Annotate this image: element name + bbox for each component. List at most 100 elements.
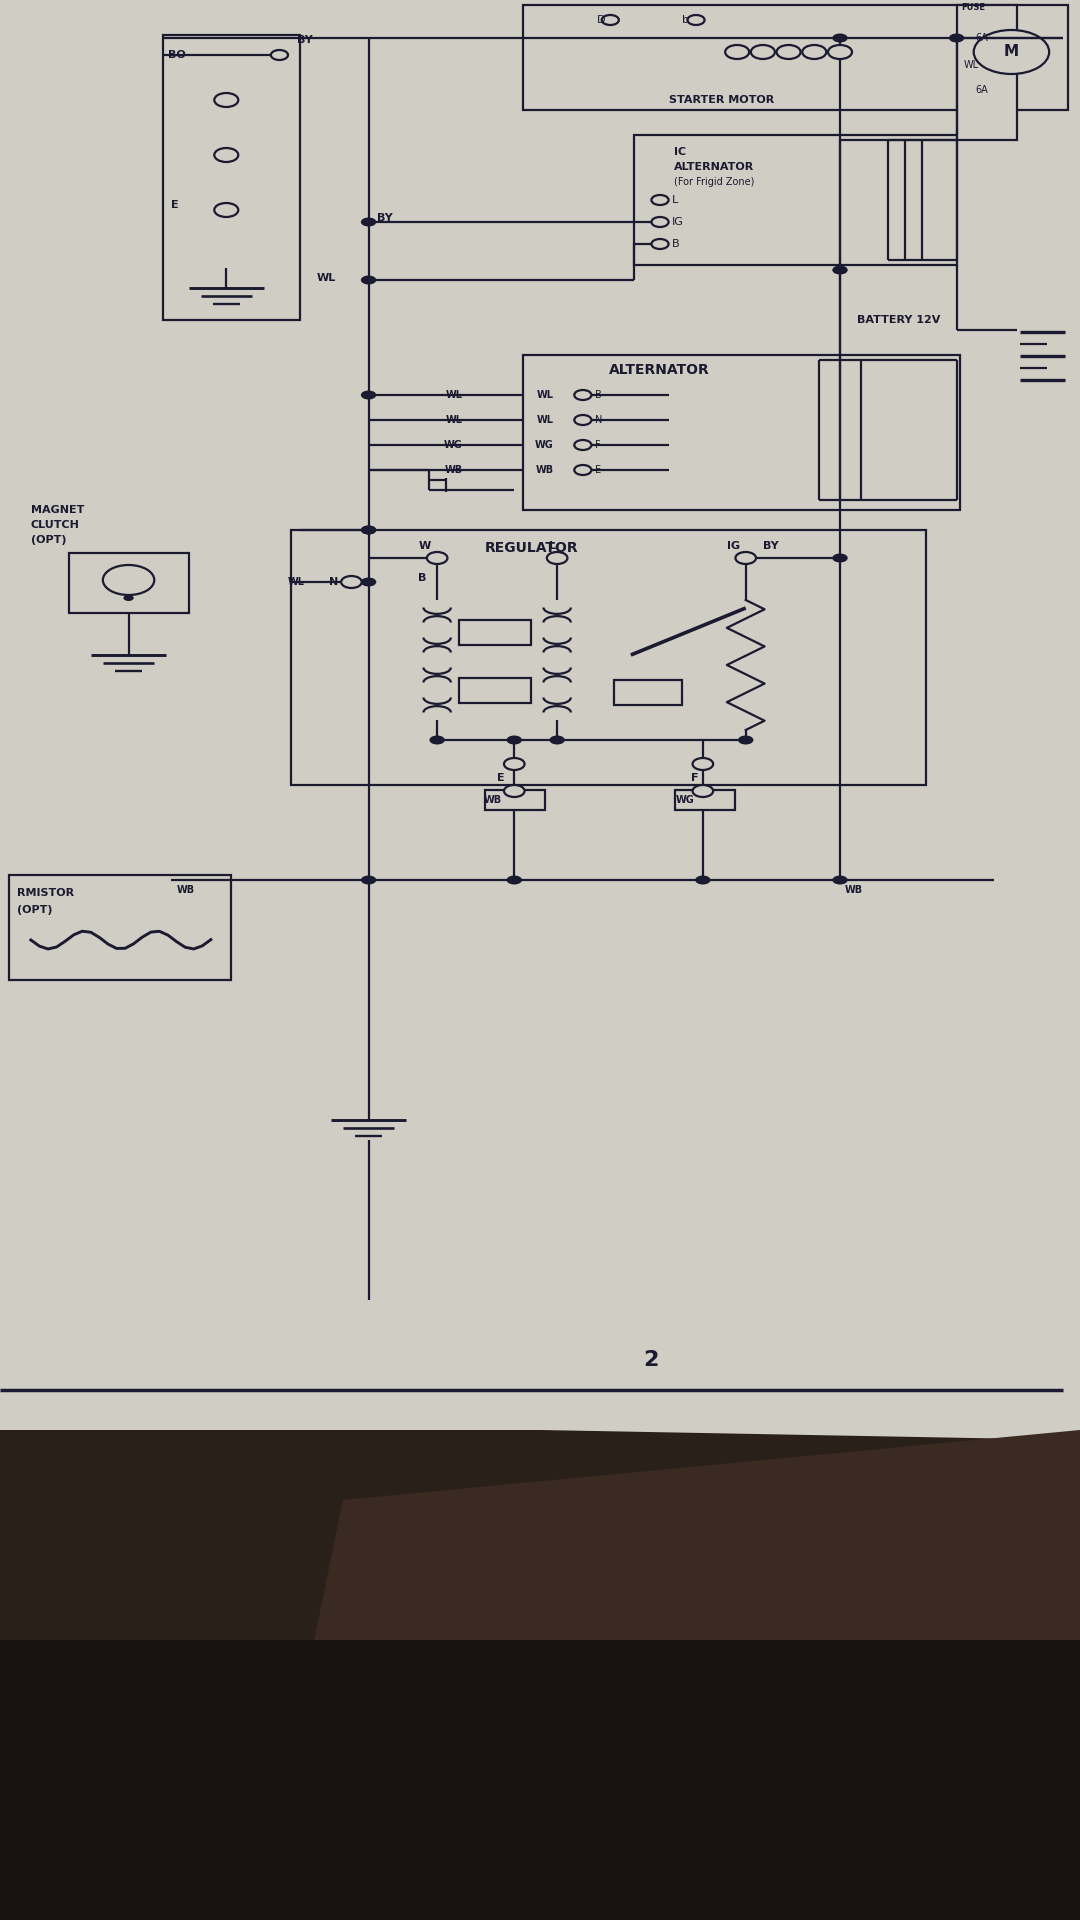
- Circle shape: [828, 44, 852, 60]
- Circle shape: [507, 876, 522, 885]
- Text: WB: WB: [536, 465, 554, 474]
- Bar: [0, 1640, 1080, 1920]
- Circle shape: [504, 758, 525, 770]
- Circle shape: [751, 44, 774, 60]
- Text: MAGNET: MAGNET: [31, 505, 84, 515]
- Circle shape: [214, 148, 239, 161]
- Text: WL: WL: [318, 273, 336, 282]
- Circle shape: [361, 876, 376, 885]
- Text: W: W: [418, 541, 431, 551]
- Circle shape: [833, 553, 848, 563]
- Text: WB: WB: [846, 885, 863, 895]
- Circle shape: [271, 50, 288, 60]
- Text: b: b: [683, 15, 689, 25]
- Text: FUSE: FUSE: [961, 4, 986, 13]
- Circle shape: [103, 564, 154, 595]
- Circle shape: [430, 735, 445, 745]
- Bar: [292, 530, 926, 785]
- Text: BY: BY: [762, 541, 779, 551]
- Bar: [459, 620, 531, 645]
- Text: 6A: 6A: [975, 84, 988, 94]
- Bar: [68, 553, 189, 612]
- Circle shape: [575, 415, 592, 424]
- Circle shape: [735, 553, 756, 564]
- Bar: [0, 0, 1080, 1430]
- Polygon shape: [0, 1421, 1080, 1920]
- Circle shape: [361, 390, 376, 399]
- Circle shape: [974, 31, 1049, 75]
- Circle shape: [546, 553, 567, 564]
- Circle shape: [692, 758, 713, 770]
- Circle shape: [738, 735, 754, 745]
- Text: WL: WL: [537, 390, 554, 399]
- Text: BY: BY: [377, 213, 393, 223]
- Text: BY: BY: [297, 35, 312, 44]
- Circle shape: [427, 553, 447, 564]
- Bar: [957, 6, 1016, 140]
- Text: WL: WL: [446, 390, 463, 399]
- Text: (For Frigid Zone): (For Frigid Zone): [674, 177, 754, 186]
- Text: WL: WL: [537, 415, 554, 424]
- Circle shape: [833, 876, 848, 885]
- Circle shape: [550, 735, 565, 745]
- Bar: [613, 680, 683, 705]
- Text: WG: WG: [444, 440, 463, 449]
- Text: ALTERNATOR: ALTERNATOR: [674, 161, 754, 173]
- Circle shape: [602, 15, 619, 25]
- Text: IG: IG: [672, 217, 684, 227]
- Text: L: L: [672, 196, 678, 205]
- Text: WG: WG: [535, 440, 554, 449]
- Text: (OPT): (OPT): [31, 536, 66, 545]
- Text: WB: WB: [445, 465, 463, 474]
- Circle shape: [833, 265, 848, 275]
- Text: IC: IC: [674, 148, 686, 157]
- Text: ALTERNATOR: ALTERNATOR: [608, 363, 710, 376]
- Bar: [163, 35, 300, 321]
- Circle shape: [504, 785, 525, 797]
- Circle shape: [507, 735, 522, 745]
- Circle shape: [361, 526, 376, 534]
- Text: STARTER MOTOR: STARTER MOTOR: [669, 94, 774, 106]
- Bar: [523, 6, 1068, 109]
- Text: N: N: [595, 415, 603, 424]
- Circle shape: [802, 44, 826, 60]
- Text: RMISTOR: RMISTOR: [17, 887, 75, 899]
- Circle shape: [777, 44, 800, 60]
- Circle shape: [214, 92, 239, 108]
- Text: L: L: [549, 541, 555, 551]
- Circle shape: [696, 876, 711, 885]
- Circle shape: [725, 44, 750, 60]
- Circle shape: [361, 275, 376, 284]
- Text: N: N: [329, 578, 338, 588]
- Text: REGULATOR: REGULATOR: [485, 541, 578, 555]
- Circle shape: [651, 238, 669, 250]
- Bar: [459, 678, 531, 703]
- Circle shape: [123, 595, 134, 601]
- Bar: [523, 355, 960, 511]
- Text: F: F: [595, 440, 600, 449]
- Text: E: E: [172, 200, 179, 209]
- Text: F: F: [691, 774, 699, 783]
- Bar: [172, 0, 1080, 1430]
- Circle shape: [833, 33, 848, 42]
- Text: WB: WB: [484, 795, 501, 804]
- Bar: [485, 789, 545, 810]
- Circle shape: [575, 440, 592, 449]
- Text: M: M: [1004, 44, 1020, 60]
- Circle shape: [575, 465, 592, 474]
- Circle shape: [361, 217, 376, 227]
- Text: E: E: [497, 774, 504, 783]
- Text: WB: WB: [176, 885, 194, 895]
- Text: BATTERY 12V: BATTERY 12V: [858, 315, 941, 324]
- Text: WL: WL: [446, 415, 463, 424]
- Text: WG: WG: [675, 795, 694, 804]
- Text: E: E: [595, 465, 600, 474]
- Circle shape: [361, 578, 376, 586]
- Text: BO: BO: [168, 50, 186, 60]
- Circle shape: [651, 217, 669, 227]
- Bar: [675, 789, 735, 810]
- Text: 6A: 6A: [975, 33, 988, 42]
- Text: B: B: [418, 572, 427, 584]
- Polygon shape: [257, 1430, 1080, 1920]
- Text: D: D: [596, 15, 605, 25]
